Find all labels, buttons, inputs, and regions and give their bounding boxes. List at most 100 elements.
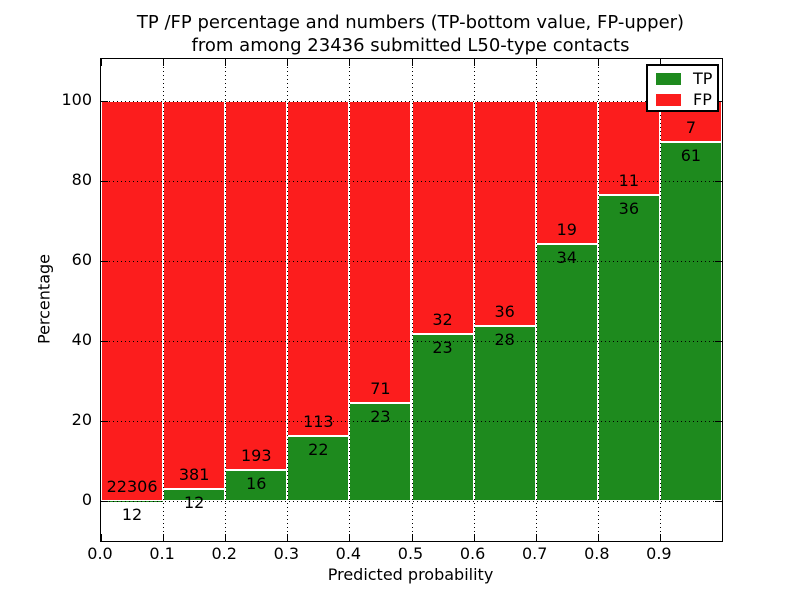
tp-count-label: 12 <box>121 504 143 524</box>
y-tick-left <box>101 261 108 262</box>
x-axis-label: Predicted probability <box>327 565 494 584</box>
tp-count-label: 34 <box>556 248 577 268</box>
tp-swatch <box>656 72 681 85</box>
x-tick-bottom <box>473 534 475 541</box>
x-tick-label: 0.4 <box>335 544 362 563</box>
bar-fp <box>101 101 164 501</box>
bar-fp <box>473 101 536 326</box>
x-gridline <box>163 59 165 541</box>
x-tick-label: 0.1 <box>149 544 175 563</box>
x-tick-bottom <box>101 534 102 541</box>
legend-label: TP <box>693 68 713 88</box>
x-tick-top <box>659 59 661 66</box>
tp-count-label: 61 <box>680 146 702 166</box>
grid-layer <box>101 59 722 541</box>
y-tick-right <box>715 501 722 502</box>
y-tick-left <box>101 181 108 182</box>
x-gridline <box>535 59 537 541</box>
x-tick-bottom <box>349 534 351 541</box>
fp-count-label: 71 <box>370 379 391 399</box>
fp-count-label: 7 <box>685 118 697 138</box>
chart-title-line1: TP /FP percentage and numbers (TP-bottom… <box>136 12 685 33</box>
x-tick-label: 0.8 <box>584 544 610 563</box>
x-tick-bottom <box>225 534 227 541</box>
bars-layer <box>101 59 722 541</box>
fp-swatch <box>656 93 681 106</box>
x-tick-label: 0.0 <box>87 544 113 563</box>
fp-count-label: 19 <box>556 220 577 240</box>
legend: TP FP <box>646 64 719 112</box>
bar-fp <box>225 101 288 471</box>
fp-count-label: 36 <box>494 302 515 321</box>
y-tick-left <box>101 101 108 102</box>
bar-tp <box>597 194 660 501</box>
plot-area: 22306 12 381 12 193 16 113 22 71 23 32 23 36 28 19 34 11… <box>100 58 723 542</box>
x-tick-label: 0.6 <box>459 544 486 563</box>
y-tick-right <box>715 341 722 342</box>
bar-fp <box>411 101 474 334</box>
x-gridline <box>411 59 413 541</box>
fp-count-label: 193 <box>240 446 272 466</box>
x-gridline <box>597 59 599 541</box>
y-tick-label: 20 <box>71 410 92 429</box>
bar-tp <box>473 326 536 501</box>
x-tick-label: 0.9 <box>646 544 672 563</box>
x-tick-label: 0.3 <box>273 544 300 563</box>
x-tick-top <box>287 59 289 66</box>
fp-count-label: 381 <box>178 464 210 484</box>
bar-tp <box>349 403 412 501</box>
y-tick-right <box>715 421 722 422</box>
x-tick-label: 0.2 <box>211 544 237 563</box>
fp-count-label: 22306 <box>106 476 158 496</box>
fp-count-label: 32 <box>432 309 453 329</box>
x-gridline <box>225 59 227 541</box>
x-gridline <box>659 59 661 541</box>
fp-count-label: 113 <box>303 411 334 431</box>
y-tick-left <box>101 421 108 422</box>
x-tick-top <box>535 59 537 66</box>
x-gridline <box>349 59 351 541</box>
y-tick-label: 40 <box>71 330 92 349</box>
tp-count-label: 23 <box>370 407 391 427</box>
y-tick-label: 100 <box>61 90 92 109</box>
x-tick-label: 0.5 <box>397 544 424 563</box>
fp-count-label: 11 <box>618 170 640 190</box>
y-tick-label: 60 <box>71 250 92 269</box>
bar-fp <box>163 101 226 489</box>
tp-count-label: 12 <box>183 492 205 512</box>
tp-count-label: 16 <box>246 474 267 494</box>
bar-tp <box>411 333 474 501</box>
y-tick-label: 80 <box>71 170 92 189</box>
x-tick-bottom <box>597 534 599 541</box>
legend-row: TP <box>648 68 717 89</box>
x-gridline <box>473 59 475 541</box>
x-tick-bottom <box>659 534 661 541</box>
x-tick-label: 0.7 <box>521 544 548 563</box>
y-tick-left <box>101 341 108 342</box>
annotations-layer: 22306 12 381 12 193 16 113 22 71 23 32 23 36 28 19 34 11… <box>101 59 722 541</box>
chart-title: TP /FP percentage and numbers (TP-bottom… <box>100 11 721 57</box>
y-tick-label: 0 <box>81 490 92 509</box>
x-tick-top <box>597 59 599 66</box>
bar-fp <box>597 101 660 195</box>
tp-count-label: 22 <box>308 439 329 459</box>
ticks-layer <box>101 59 722 541</box>
x-tick-bottom <box>411 534 413 541</box>
bar-tp <box>659 142 722 501</box>
x-tick-top <box>411 59 413 66</box>
legend-row: FP <box>648 89 717 110</box>
bar-tp <box>287 435 350 501</box>
x-tick-top <box>163 59 165 66</box>
x-tick-top <box>473 59 475 66</box>
y-tick-right <box>715 261 722 262</box>
legend-label: FP <box>693 89 712 109</box>
y-tick-left <box>101 501 108 502</box>
chart-title-line2: from among 23436 submitted L50-type cont… <box>191 35 630 56</box>
x-tick-top <box>225 59 227 66</box>
x-tick-bottom <box>287 534 289 541</box>
x-tick-bottom <box>535 534 537 541</box>
tp-count-label: 36 <box>618 198 640 218</box>
y-tick-right <box>715 181 722 182</box>
x-tick-bottom <box>163 534 165 541</box>
